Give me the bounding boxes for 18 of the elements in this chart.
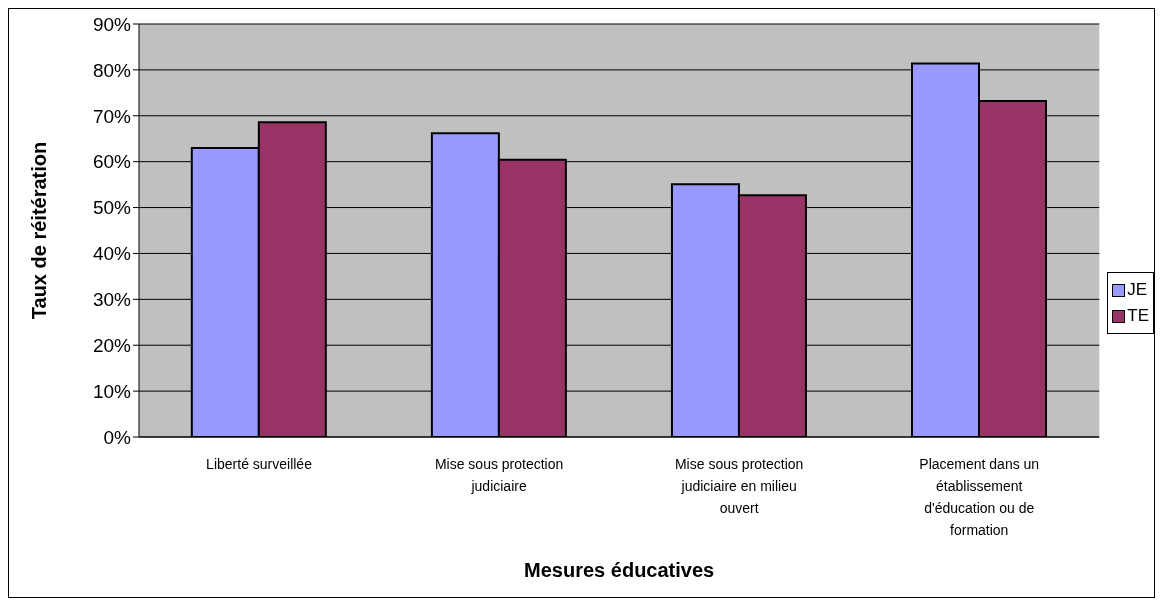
x-tick-label: Mise sous protection judiciaire [434,455,564,494]
legend-label: JE [1126,279,1149,301]
y-tick-label: 30% [92,289,132,311]
y-tick-label: 0% [103,426,132,448]
legend-label: TE [1126,305,1149,327]
y-tick-label: 40% [92,243,132,265]
y-tick-label: 90% [92,13,132,35]
y-tick-label: 70% [92,105,132,127]
x-tick-label: Mise sous protection judiciaire en milieu ouvert [674,455,804,516]
y-tick-label: 80% [92,59,132,81]
y-axis-title: Taux de réitération [28,141,51,320]
x-axis-title: Mesures éducatives [524,559,715,581]
y-tick-label: 60% [92,151,132,173]
x-tick-label: Placement dans un établissement d'éducation ou de formation [919,455,1040,538]
y-tick-label: 10% [92,380,132,402]
y-tick-label: 20% [92,334,132,356]
y-tick-label: 50% [92,197,132,219]
x-tick-label: Liberté surveillée [206,455,313,472]
